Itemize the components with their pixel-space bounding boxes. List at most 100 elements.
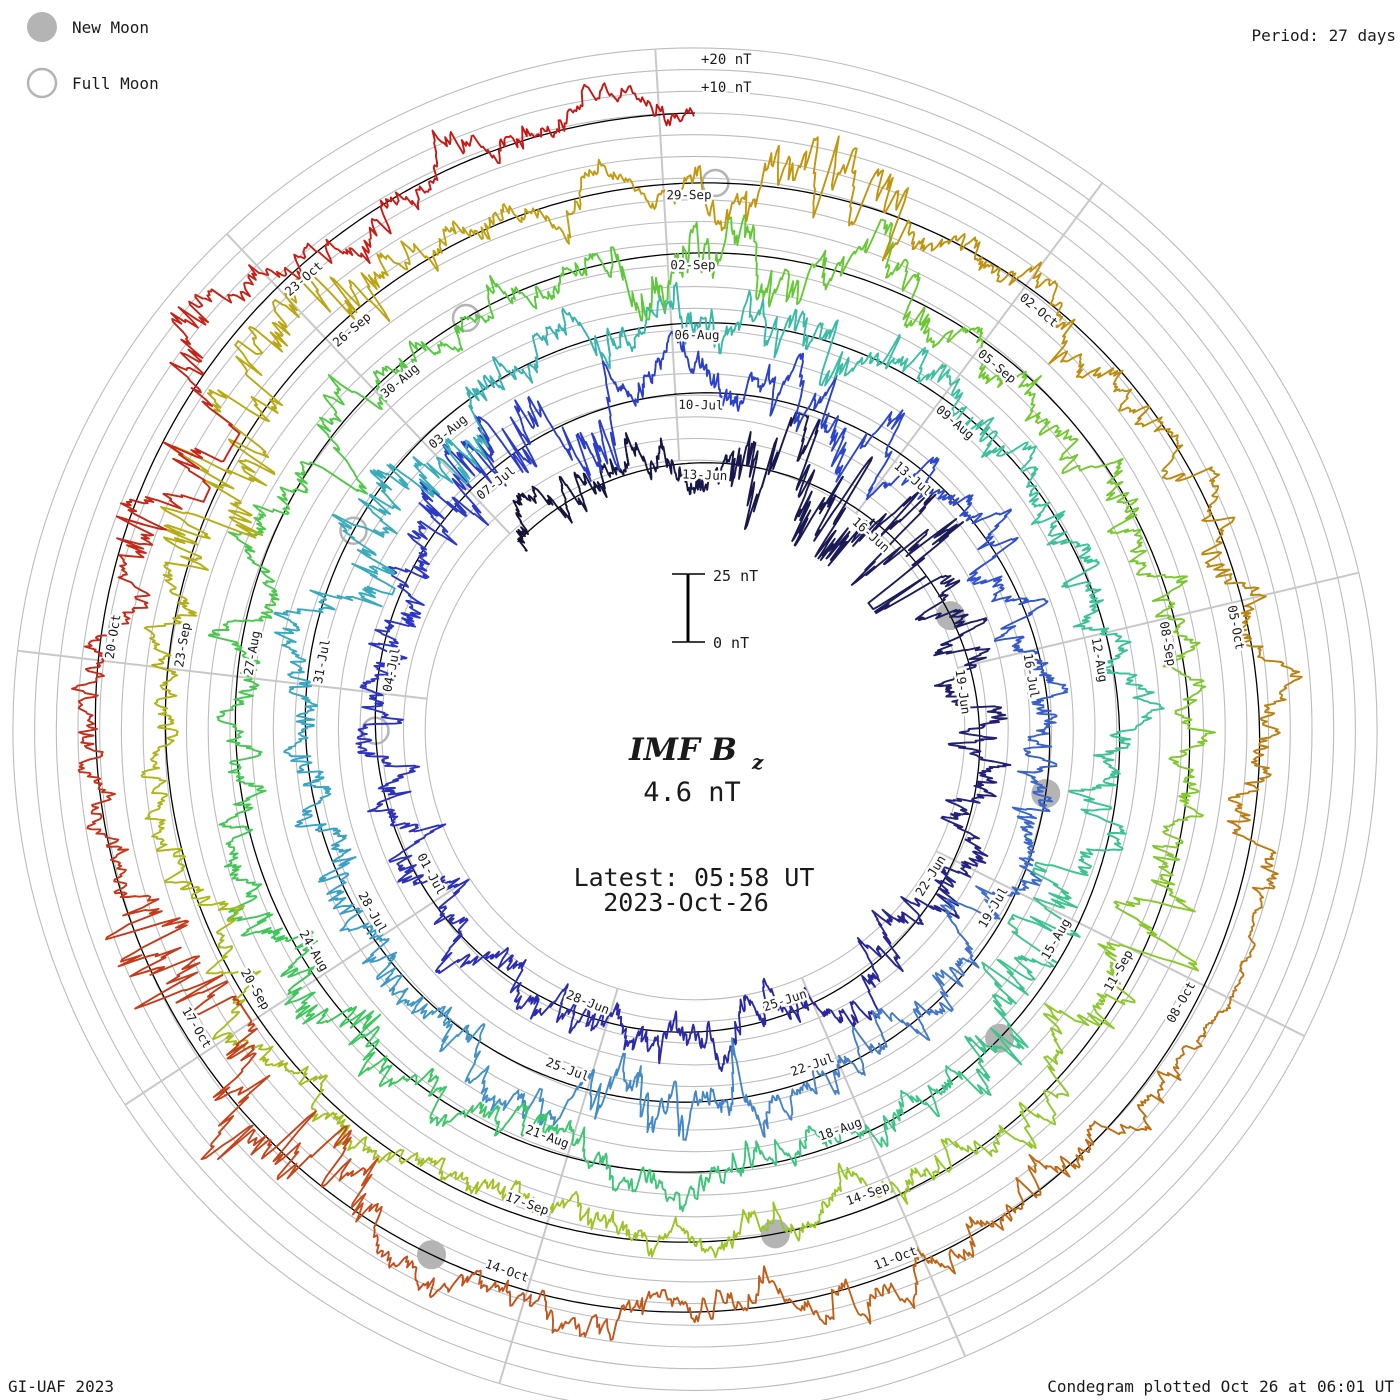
bz-trace-segment: [1027, 1133, 1094, 1194]
bz-trace-segment: [1086, 1093, 1165, 1137]
bz-trace-segment: [388, 823, 447, 874]
bz-trace-segment: [874, 168, 926, 262]
full-moon-icon: [26, 67, 58, 99]
bz-trace-segment: [512, 492, 529, 552]
bz-trace-segment: [317, 848, 357, 902]
plus20-ring-label: +20 nT: [701, 52, 752, 68]
bz-trace-segment: [948, 916, 980, 988]
bz-trace-segment: [1239, 894, 1264, 972]
bz-trace-segment: [485, 274, 545, 322]
grid-ring: [120, 155, 1270, 1305]
date-label-27-Aug: 27-Aug: [241, 629, 264, 676]
bz-trace-segment: [634, 1216, 703, 1258]
bz-trace-segment: [433, 882, 469, 942]
bz-trace-segment: [86, 825, 137, 899]
bz-trace-segment: [980, 441, 1039, 486]
bz-trace-segment: [284, 972, 358, 1028]
bz-trace-segment: [521, 484, 573, 524]
bz-trace-segment: [914, 969, 964, 1016]
bz-trace-segment: [1258, 668, 1303, 749]
bz-trace-segment: [1129, 560, 1189, 618]
bz-trace-segment: [707, 289, 765, 355]
bz-trace-segment: [152, 681, 179, 755]
bz-trace-segment: [669, 1010, 710, 1049]
bz-trace-segment: [575, 82, 660, 117]
grid-ring: [34, 69, 1356, 1391]
bz-trace-segment: [1088, 626, 1138, 678]
bz-trace-segment: [169, 288, 225, 376]
date-label-10-Jul: 10-Jul: [678, 397, 723, 413]
bz-trace-segment: [968, 1176, 1042, 1231]
bz-trace-segment: [645, 1168, 707, 1213]
date-label-20-Sep: 20-Sep: [238, 966, 274, 1013]
new-moon-label: New Moon: [72, 18, 149, 37]
bz-trace-segment: [206, 335, 284, 423]
date-label-20-Oct: 20-Oct: [102, 613, 124, 660]
date-label-21-Aug: 21-Aug: [524, 1121, 572, 1151]
bz-trace-segment: [1024, 411, 1079, 461]
bz-trace: [71, 82, 1303, 1341]
bz-trace-segment: [558, 471, 602, 513]
bz-trace-segment: [857, 333, 929, 373]
bz-trace-segment: [105, 894, 190, 978]
date-label-19-Jul: 19-Jul: [975, 884, 1011, 930]
bz-trace-segment: [207, 629, 261, 698]
bz-trace-segment: [768, 249, 845, 308]
bz-trace-segment: [747, 352, 805, 417]
bz-trace-segment: [610, 360, 658, 407]
bz-trace-segment: [1061, 578, 1104, 631]
bz-trace-segment: [1226, 814, 1279, 899]
date-label-01-Jul: 01-Jul: [414, 850, 449, 897]
date-label-02-Sep: 02-Sep: [670, 257, 715, 272]
bz-trace-segment: [227, 751, 267, 816]
bz-trace-segment: [377, 1148, 453, 1181]
bz-trace-segment: [299, 413, 369, 495]
bz-trace-segment: [702, 363, 752, 412]
bz-trace-segment: [947, 723, 1012, 767]
bz-trace-segment: [1113, 858, 1196, 920]
bz-trace-segment: [840, 1026, 888, 1076]
bz-trace-segment: [950, 406, 998, 455]
bz-trace-segment: [972, 764, 1012, 800]
bz-trace-segment: [576, 1194, 638, 1242]
bz-trace-segment: [83, 601, 149, 673]
grid-ring: [55, 90, 1335, 1370]
bz-trace-segment: [659, 437, 700, 496]
bz-trace-segment: [361, 933, 403, 992]
bz-trace-segment: [357, 469, 410, 535]
bz-trace-segment: [387, 555, 430, 599]
latest-time: Latest: 05:58 UT: [574, 863, 815, 892]
bz-trace-segment: [1174, 673, 1217, 741]
bz-trace-segment: [71, 668, 105, 751]
bz-trace-segment: [742, 977, 784, 1028]
bz-trace-segment: [324, 1111, 386, 1164]
grid-radial-dateline: [855, 182, 1104, 515]
bz-trace-segment: [589, 1151, 651, 1193]
bz-trace-segment: [981, 959, 1029, 1050]
bz-trace-segment: [379, 226, 452, 272]
current-value: 4.6 nT: [643, 777, 741, 808]
bz-trace-segment: [763, 1265, 843, 1326]
bz-trace-segment: [850, 491, 964, 586]
bz-trace-segment: [384, 594, 425, 633]
bz-trace-segment: [807, 1124, 869, 1148]
bz-trace-segment: [364, 752, 421, 794]
bz-trace-segment: [355, 711, 404, 757]
spiral-baseline: [94, 112, 1261, 1313]
grid-ring: [359, 394, 1031, 1066]
date-label-08-Oct: 08-Oct: [1163, 979, 1198, 1026]
bz-trace-segment: [1025, 868, 1081, 938]
grid-ring: [381, 416, 1009, 1044]
bz-trace-segment: [282, 1062, 335, 1122]
bz-trace-segment: [801, 1054, 846, 1096]
bz-trace-segment: [1152, 799, 1204, 865]
bz-trace-segment: [293, 226, 378, 265]
bz-trace-segment: [1025, 481, 1066, 534]
bz-trace-segment: [581, 158, 659, 210]
bz-trace-segment: [162, 538, 209, 620]
bz-trace-segment: [1061, 454, 1130, 503]
date-label-17-Oct: 17-Oct: [179, 1004, 215, 1050]
quantity-title-subscript: z: [751, 750, 764, 774]
